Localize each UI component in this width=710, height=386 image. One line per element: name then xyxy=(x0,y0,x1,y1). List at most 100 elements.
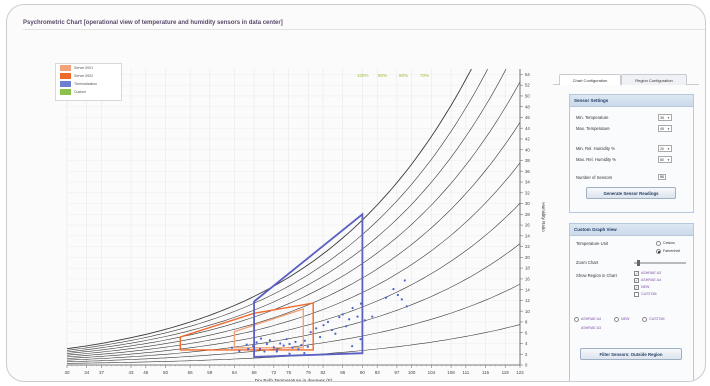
rh-curve xyxy=(67,283,520,362)
region-checkbox-new[interactable]: ✓ xyxy=(634,285,639,290)
sensor-point xyxy=(247,347,250,350)
rh-curve xyxy=(67,243,520,361)
region-radio-custom[interactable] xyxy=(642,317,647,322)
region-label-new: NEW xyxy=(641,285,650,289)
region-checkbox-ashrae-a3[interactable]: ✓ xyxy=(634,271,639,276)
sensor-point xyxy=(318,335,322,339)
tab-region-configuration[interactable]: Region Configuration xyxy=(621,74,687,85)
zoom-slider-handle[interactable] xyxy=(636,260,640,266)
x-tick-label: 68 xyxy=(252,370,258,375)
sensor-point xyxy=(392,288,395,291)
min-rh-label: Min. Rel. Humidity % xyxy=(576,146,615,151)
min-temp-value: 35 xyxy=(660,115,664,120)
y-tick-label: 54 xyxy=(525,72,530,77)
y-tick-label: 34 xyxy=(525,180,530,185)
custom-graph-view-header: Custom Graph View xyxy=(570,224,693,236)
page-title: Psychrometric Chart [operational view of… xyxy=(23,20,283,26)
y-tick-label: 18 xyxy=(525,266,530,271)
sensor-point xyxy=(238,349,241,353)
region-label-ashrae-a3: ASHRAE A3 xyxy=(641,271,661,275)
y-tick-label: 28 xyxy=(525,212,530,217)
y-tick-label: 36 xyxy=(525,169,530,174)
y-tick-label: 52 xyxy=(525,83,530,88)
region-server-0002 xyxy=(179,302,314,351)
fahrenheit-label: Fahrenheit xyxy=(663,249,681,253)
max-temp-select[interactable]: 45 ▼ xyxy=(658,125,672,132)
rh-curve xyxy=(67,162,520,358)
sensor-point xyxy=(405,305,408,308)
y-tick-label: 4 xyxy=(525,341,528,346)
region-radio-new[interactable] xyxy=(614,317,619,322)
y-tick-label: 14 xyxy=(525,287,530,292)
tab-chart-configuration[interactable]: Chart Configuration xyxy=(559,74,621,85)
region-checkbox-custom[interactable] xyxy=(634,292,639,297)
max-temp-label: Max. Temperature xyxy=(576,126,610,131)
legend-swatch xyxy=(60,81,71,87)
custom-graph-view-panel: Custom Graph View Temperature Unit Celsi… xyxy=(569,223,694,381)
x-tick-label: 108 xyxy=(447,370,455,375)
legend-item: Server 0001 xyxy=(56,64,121,72)
rh-curve xyxy=(67,69,472,350)
psychrometric-chart[interactable]: 30 34 37 43 46 50 55 59 64 68 72 75 79 82 86 90 93 97 100 1… xyxy=(47,65,549,381)
x-tick-label: 90 xyxy=(360,370,366,375)
filter-sensors-button[interactable]: Filter Sensors: Outside Region xyxy=(580,348,682,360)
sensor-point xyxy=(345,325,348,328)
x-tick-label: 93 xyxy=(375,370,381,375)
sensor-point xyxy=(309,331,312,334)
y-tick-label: 24 xyxy=(525,233,530,238)
region-radio-ashrae-a4[interactable] xyxy=(574,317,579,322)
region-server-0001 xyxy=(233,308,304,349)
region-label-custom: CUSTOM xyxy=(641,292,657,296)
sensor-point xyxy=(330,328,334,332)
celsius-radio[interactable] xyxy=(656,241,661,246)
legend-item: Custom xyxy=(56,88,121,96)
sensor-point xyxy=(350,345,354,348)
y-tick-label: 44 xyxy=(525,126,530,131)
x-tick-label: 122 xyxy=(516,370,524,375)
sensor-point xyxy=(326,320,330,324)
x-tick-label: 104 xyxy=(428,370,436,375)
legend-label: Thermalization xyxy=(74,82,97,86)
sensor-point xyxy=(263,350,266,353)
y-tick-label: 16 xyxy=(525,276,530,281)
x-tick-label: 55 xyxy=(188,370,194,375)
region-radio-label-new: NEW xyxy=(621,317,630,321)
fahrenheit-radio[interactable] xyxy=(656,249,661,254)
legend-label: Custom xyxy=(74,90,87,94)
config-sidebar: Chart Configuration Region Configuration… xyxy=(553,71,699,381)
sensor-settings-panel: Sensor Settings Min. Temperature 35 ▼ Max… xyxy=(569,94,694,213)
min-temp-select[interactable]: 35 ▼ xyxy=(658,114,672,121)
rh-curve xyxy=(67,324,520,364)
y-axis-label: Humidity Ratio xyxy=(541,202,546,232)
chart-legend: Server 0001 Server 0002 Thermalization Cust… xyxy=(55,63,122,101)
num-sensors-input[interactable]: 50 xyxy=(658,174,666,180)
generate-sensor-readings-button[interactable]: Generate Sensor Readings xyxy=(586,187,676,199)
sensor-point xyxy=(300,343,303,347)
x-tick-label: 72 xyxy=(271,370,277,375)
y-tick-label: 22 xyxy=(525,244,530,249)
y-tick-label: 10 xyxy=(525,309,530,314)
y-tick-label: 50 xyxy=(525,94,530,99)
zoom-label: Zoom Chart xyxy=(576,260,599,265)
sensor-point xyxy=(275,350,278,353)
sensor-point xyxy=(294,340,297,343)
zoom-slider[interactable] xyxy=(634,262,686,264)
sensor-point xyxy=(334,332,337,335)
sensor-point xyxy=(315,327,318,330)
sensor-point xyxy=(306,345,309,348)
region-checkbox-ashrae-a4[interactable]: ✓ xyxy=(634,278,639,283)
x-tick-label: 111 xyxy=(462,370,469,375)
min-rh-select[interactable]: 20 ▼ xyxy=(658,145,672,152)
max-rh-select[interactable]: 80 ▼ xyxy=(658,156,672,163)
sensor-point xyxy=(348,318,351,321)
x-tick-label: 64 xyxy=(232,370,238,375)
sensor-point xyxy=(396,293,399,297)
y-tick-label: 32 xyxy=(525,190,530,195)
temp-unit-label: Temperature Unit xyxy=(576,241,609,246)
x-tick-label: 97 xyxy=(394,370,400,375)
sensor-point xyxy=(371,315,374,318)
sensor-point xyxy=(272,346,275,349)
chart-svg: 30 34 37 43 46 50 55 59 64 68 72 75 79 82 86 90 93 97 100 1… xyxy=(64,69,546,381)
x-tick-label: 30 xyxy=(64,370,70,375)
sensor-settings-header: Sensor Settings xyxy=(570,95,693,107)
